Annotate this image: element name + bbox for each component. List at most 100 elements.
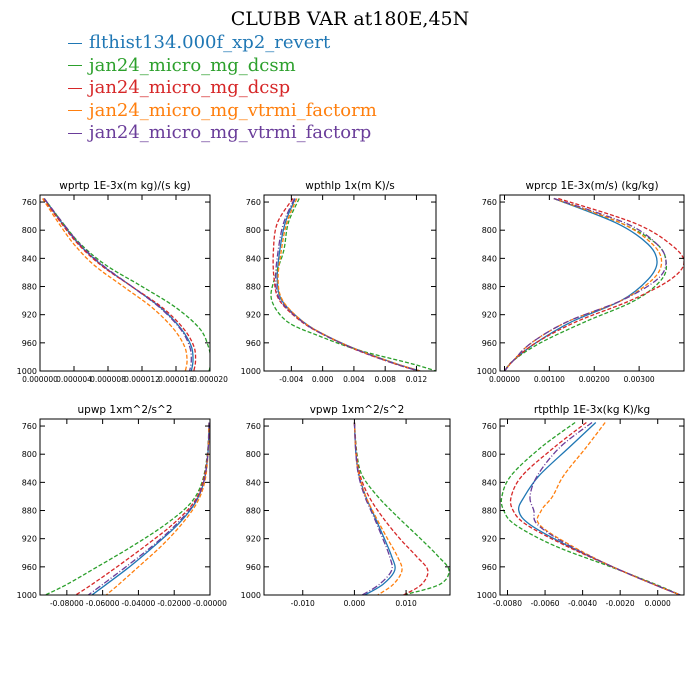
y-tick-label: 760	[482, 422, 497, 431]
series-line	[276, 198, 421, 371]
y-tick-label: 920	[482, 535, 497, 544]
panel-4: upwp 1xm^2/s^2-0.08000 -0.06000 -0.04000 -0…	[17, 404, 227, 608]
y-tick-label: 920	[22, 535, 37, 544]
x-tick-label: 0.00000	[489, 375, 520, 384]
series-group	[503, 197, 684, 371]
y-tick-label: 760	[246, 198, 261, 207]
x-tick-label: -0.004	[279, 375, 303, 384]
series-group	[45, 422, 210, 595]
legend: flthist134.000f_xp2_revert jan24_micro_m…	[68, 32, 377, 145]
panel-title: vpwp 1xm^2/s^2	[310, 404, 405, 416]
x-tick-label: 0.000012	[124, 375, 160, 384]
series-group	[353, 422, 450, 595]
series-line	[353, 422, 450, 595]
series-line	[529, 422, 681, 595]
y-tick-label: 800	[482, 226, 497, 235]
series-line	[500, 421, 681, 595]
legend-item: flthist134.000f_xp2_revert	[68, 32, 377, 55]
series-line	[503, 197, 667, 371]
x-tick-label: -0.010	[291, 599, 315, 608]
legend-label: jan24_micro_mg_dcsp	[89, 77, 291, 98]
x-tick-label: -0.06000	[86, 599, 120, 608]
x-tick-label: 0.000016	[158, 375, 194, 384]
y-tick-label: 960	[22, 339, 37, 348]
plot-frame	[499, 194, 685, 372]
series-line	[277, 198, 421, 371]
x-tick-label: 0.00200	[579, 375, 610, 384]
legend-swatch	[68, 110, 82, 111]
y-tick-label: 840	[482, 254, 497, 263]
series-group	[270, 198, 436, 371]
y-tick-label: 960	[246, 563, 261, 572]
series-group	[42, 198, 210, 371]
plot-frame	[263, 418, 451, 596]
y-tick-label: 880	[22, 507, 37, 516]
y-tick-label: 840	[482, 478, 497, 487]
legend-swatch	[68, 87, 82, 89]
page-title: CLUBB VAR at180E,45N	[230, 8, 470, 30]
x-tick-label: 0.010	[395, 599, 417, 608]
series-line	[353, 422, 393, 595]
panel-title: wprcp 1E-3x(m/s) (kg/kg)	[525, 180, 658, 192]
legend-label: jan24_micro_mg_vtrmi_factorp	[89, 122, 372, 143]
y-tick-label: 760	[246, 422, 261, 431]
series-line	[503, 197, 658, 371]
x-tick-label: 0.012	[406, 375, 428, 384]
series-line	[275, 198, 419, 371]
x-tick-label: -0.0080	[493, 599, 522, 608]
legend-swatch	[68, 42, 82, 44]
series-line	[503, 197, 668, 371]
series-line	[353, 422, 403, 595]
y-tick-label: 920	[22, 311, 37, 320]
legend-item: jan24_micro_mg_dcsm	[68, 55, 377, 78]
series-line	[42, 198, 197, 371]
y-tick-label: 920	[246, 535, 261, 544]
y-tick-label: 880	[482, 283, 497, 292]
x-tick-label: 0.000008	[90, 375, 126, 384]
panel-1: wprtp 1E-3x(m kg)/(s kg) 0.0000000.000004…	[17, 180, 228, 384]
series-line	[43, 198, 210, 371]
plot-frame	[499, 418, 685, 596]
x-tick-label: 0.00300	[624, 375, 655, 384]
y-tick-label: 1000	[477, 591, 497, 600]
x-tick-label: -0.0020	[606, 599, 635, 608]
y-tick-label: 800	[246, 226, 261, 235]
y-tick-label: 1000	[477, 367, 497, 376]
y-tick-label: 880	[246, 507, 261, 516]
x-tick-label: -0.0040	[568, 599, 597, 608]
panel-3: wprcp 1E-3x(m/s) (kg/kg) 0.00000 0.00100 0.…	[477, 180, 685, 384]
legend-item: jan24_micro_mg_vtrmi_factorp	[68, 122, 377, 145]
y-tick-label: 800	[482, 450, 497, 459]
x-tick-label: -0.0060	[531, 599, 560, 608]
y-tick-label: 960	[246, 339, 261, 348]
y-tick-label: 760	[22, 198, 37, 207]
series-line	[87, 422, 210, 595]
y-tick-label: 760	[482, 198, 497, 207]
legend-item: jan24_micro_mg_vtrmi_factorm	[68, 100, 377, 123]
series-line	[91, 422, 210, 595]
series-line	[517, 422, 681, 595]
legend-label: jan24_micro_mg_vtrmi_factorm	[89, 99, 377, 121]
legend-item: jan24_micro_mg_dcsp	[68, 77, 377, 100]
plot-frame	[263, 194, 437, 372]
plot-frame	[39, 418, 211, 596]
y-tick-label: 960	[22, 563, 37, 572]
series-line	[509, 422, 681, 595]
y-tick-label: 1000	[17, 367, 37, 376]
panel-2: wpthlp 1x(m K)/s -0.004 0.000 0.004 0.008 0.0…	[241, 180, 437, 384]
x-tick-label: -0.00000	[193, 599, 227, 608]
x-tick-label: 0.008	[374, 375, 396, 384]
series-line	[536, 422, 681, 595]
series-line	[272, 198, 419, 371]
y-tick-label: 880	[482, 507, 497, 516]
x-tick-label: -0.04000	[122, 599, 156, 608]
plot-frame	[39, 194, 211, 372]
x-tick-label: 0.000000	[22, 375, 58, 384]
series-line	[43, 198, 192, 371]
series-line	[75, 422, 210, 595]
y-tick-label: 800	[22, 450, 37, 459]
panel-title: wpthlp 1x(m K)/s	[305, 180, 395, 192]
y-tick-label: 1000	[241, 367, 261, 376]
panel-title: wprtp 1E-3x(m kg)/(s kg)	[59, 180, 190, 192]
